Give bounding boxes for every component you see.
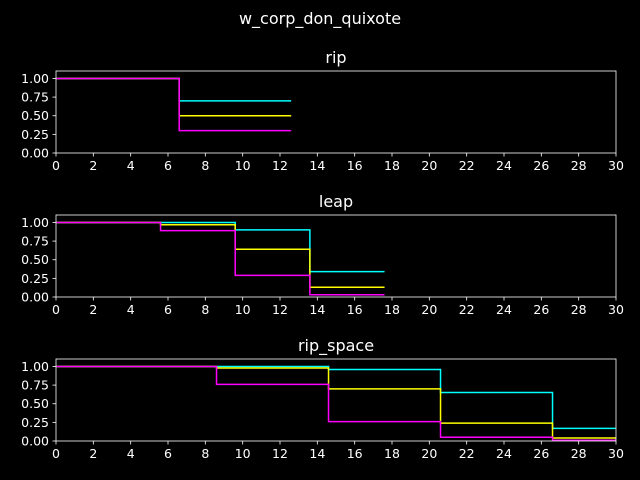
y-tick-label: 0.50 (21, 252, 49, 267)
series-line (56, 221, 385, 273)
x-tick-label: 14 (309, 446, 325, 461)
y-tick-label: 1.00 (21, 71, 49, 86)
y-tick-label: 0.25 (21, 415, 49, 430)
x-tick-label: 30 (608, 302, 624, 317)
x-tick-label: 2 (89, 158, 97, 173)
series-line (56, 77, 292, 132)
x-tick-label: 6 (164, 302, 172, 317)
y-tick-label: 1.00 (21, 215, 49, 230)
x-tick-label: 20 (421, 302, 437, 317)
y-tick-label: 0.25 (21, 127, 49, 142)
x-tick-label: 10 (235, 158, 251, 173)
x-tick-label: 12 (272, 158, 288, 173)
x-tick-label: 0 (52, 446, 60, 461)
x-tick-label: 12 (272, 446, 288, 461)
x-tick-label: 24 (496, 446, 512, 461)
x-tick-label: 22 (459, 158, 475, 173)
x-tick-label: 24 (496, 302, 512, 317)
x-tick-label: 18 (384, 446, 400, 461)
x-tick-label: 6 (164, 158, 172, 173)
x-tick-label: 6 (164, 446, 172, 461)
x-tick-label: 22 (459, 446, 475, 461)
series-line (56, 365, 616, 441)
x-tick-label: 8 (201, 446, 209, 461)
x-tick-label: 24 (496, 158, 512, 173)
axes-frame (55, 358, 617, 442)
x-tick-label: 18 (384, 302, 400, 317)
y-tick-label: 0.75 (21, 90, 49, 105)
x-tick-label: 0 (52, 158, 60, 173)
y-tick-label: 0.50 (21, 108, 49, 123)
x-tick-label: 0 (52, 302, 60, 317)
x-tick-label: 10 (235, 446, 251, 461)
x-tick-label: 16 (347, 302, 363, 317)
figure-title: w_corp_don_quixote (239, 9, 401, 29)
panel-title: rip_space (298, 336, 374, 356)
x-tick-label: 12 (272, 302, 288, 317)
x-tick-label: 14 (309, 158, 325, 173)
panel-title: rip (325, 48, 346, 67)
x-tick-label: 30 (608, 446, 624, 461)
x-tick-label: 20 (421, 446, 437, 461)
x-tick-label: 8 (201, 158, 209, 173)
panel-title: leap (319, 192, 353, 211)
x-tick-label: 14 (309, 302, 325, 317)
x-tick-label: 4 (127, 446, 135, 461)
x-tick-label: 26 (533, 302, 549, 317)
y-tick-label: 0.00 (21, 434, 49, 449)
x-tick-label: 16 (347, 158, 363, 173)
y-tick-label: 0.50 (21, 396, 49, 411)
x-tick-label: 28 (571, 158, 587, 173)
x-tick-label: 20 (421, 158, 437, 173)
y-tick-label: 0.75 (21, 378, 49, 393)
y-tick-label: 0.25 (21, 271, 49, 286)
x-tick-label: 8 (201, 302, 209, 317)
x-tick-label: 18 (384, 158, 400, 173)
x-tick-label: 28 (571, 446, 587, 461)
x-tick-label: 4 (127, 158, 135, 173)
axes-frame (55, 214, 617, 298)
y-tick-label: 0.00 (21, 146, 49, 161)
y-tick-label: 0.00 (21, 290, 49, 305)
x-tick-label: 22 (459, 302, 475, 317)
series-line (56, 221, 385, 296)
x-tick-label: 28 (571, 302, 587, 317)
y-tick-label: 0.75 (21, 234, 49, 249)
x-tick-label: 30 (608, 158, 624, 173)
x-tick-label: 2 (89, 302, 97, 317)
axes-frame (55, 70, 617, 154)
x-tick-label: 4 (127, 302, 135, 317)
x-tick-label: 2 (89, 446, 97, 461)
x-tick-label: 16 (347, 446, 363, 461)
x-tick-label: 26 (533, 158, 549, 173)
x-tick-label: 10 (235, 302, 251, 317)
x-tick-label: 26 (533, 446, 549, 461)
y-tick-label: 1.00 (21, 359, 49, 374)
